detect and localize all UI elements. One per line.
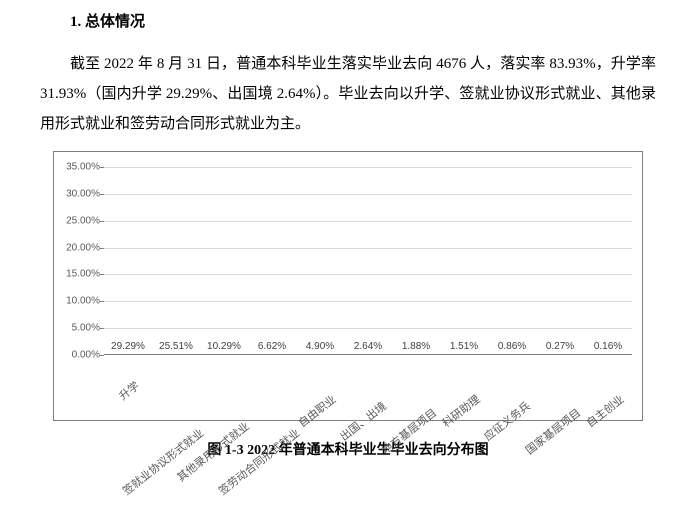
bar-value-label: 29.29% xyxy=(111,341,145,352)
y-tick-label: 35.00% xyxy=(66,162,100,173)
y-tick-label: 25.00% xyxy=(66,215,100,226)
bar-value-label: 6.62% xyxy=(258,341,286,352)
y-tick-label: 10.00% xyxy=(66,296,100,307)
body-paragraph: 截至 2022 年 8 月 31 日，普通本科毕业生落实毕业去向 4676 人，… xyxy=(40,49,656,139)
bar-value-label: 25.51% xyxy=(159,341,193,352)
section-heading: 1. 总体情况 xyxy=(70,10,656,31)
bar-value-label: 0.27% xyxy=(546,341,574,352)
bar-value-label: 1.51% xyxy=(450,341,478,352)
y-tick-label: 20.00% xyxy=(66,242,100,253)
y-tick-label: 30.00% xyxy=(66,188,100,199)
bar-value-label: 10.29% xyxy=(207,341,241,352)
bar-value-label: 0.16% xyxy=(594,341,622,352)
y-tick-label: 5.00% xyxy=(72,323,100,334)
bar-value-label: 1.88% xyxy=(402,341,430,352)
bar-value-label: 0.86% xyxy=(498,341,526,352)
y-tick-label: 0.00% xyxy=(72,350,100,361)
y-tick-label: 15.00% xyxy=(66,269,100,280)
bar-value-label: 2.64% xyxy=(354,341,382,352)
bar-chart: 29.29% 25.51% 10.29% 6.62% 4.90% 2.64% 1.88% 1.… xyxy=(53,151,643,421)
bar-value-label: 4.90% xyxy=(306,341,334,352)
x-category-label: 自主创业 xyxy=(617,364,662,404)
